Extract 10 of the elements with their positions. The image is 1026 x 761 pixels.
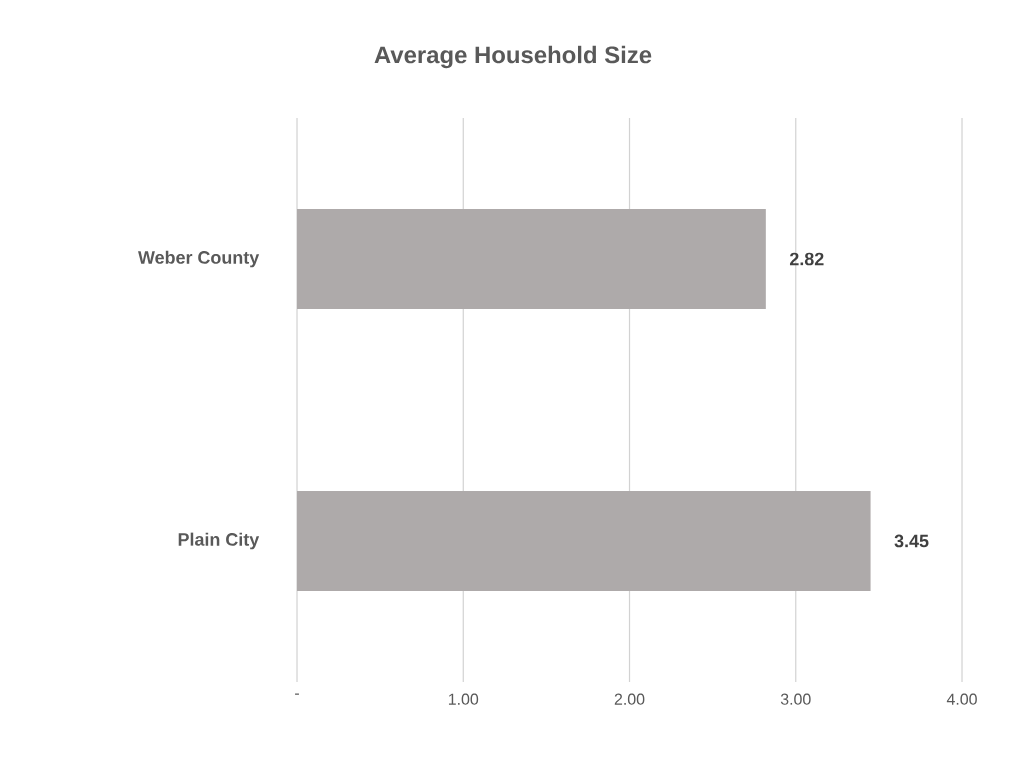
x-tick-label: 1.00: [448, 693, 479, 705]
x-tick-label: 3.00: [780, 693, 811, 705]
x-tick-label: 2.00: [614, 693, 645, 705]
chart-title: Average Household Size: [374, 45, 652, 69]
x-tick-label: -: [295, 693, 299, 695]
data-label: 2.82: [789, 252, 824, 266]
x-tick-label: 4.00: [946, 693, 977, 705]
y-tick-label: Weber County: [138, 250, 260, 268]
y-tick-label: Plain City: [178, 532, 260, 550]
data-label: 3.45: [894, 534, 929, 548]
